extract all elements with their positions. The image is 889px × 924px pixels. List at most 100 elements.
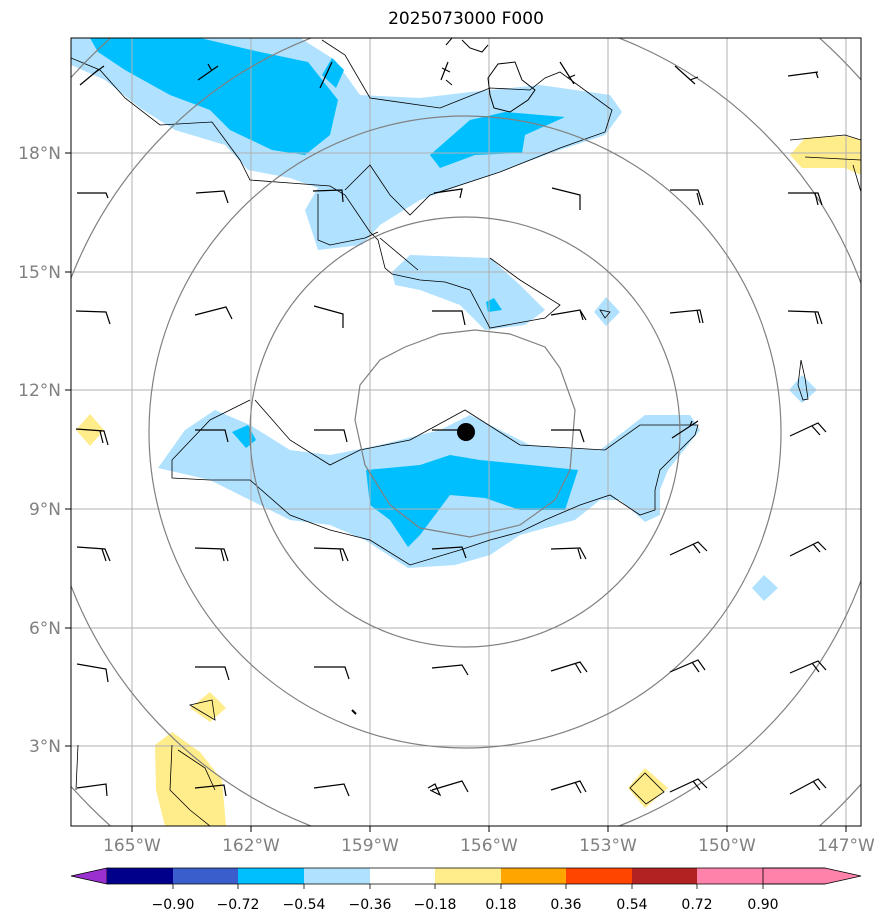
- colorbar-segment: [107, 868, 173, 884]
- colorbar-extend-low: [70, 867, 108, 885]
- y-tick-label: 18°N: [18, 144, 61, 164]
- colorbar-segment: [566, 868, 632, 884]
- y-tick-label: 15°N: [18, 263, 61, 283]
- storm-center-marker: [457, 423, 475, 441]
- colorbar-extend-high: [762, 867, 862, 885]
- colorbar-tick-labels: −0.90 −0.72 −0.54 −0.36 −0.18 0.18 0.36 …: [152, 897, 779, 913]
- colorbar-tick-label: −0.90: [152, 897, 195, 913]
- y-tick-label: 12°N: [18, 381, 61, 401]
- wind-barb: [788, 192, 823, 206]
- x-tick-label: 165°W: [103, 836, 161, 856]
- colorbar-tick-label: 0.18: [485, 897, 516, 913]
- positive-anomaly-region: [790, 136, 861, 175]
- wind-barb: [75, 428, 109, 446]
- longitude-labels: 165°W 162°W 159°W 156°W 153°W 150°W 147°…: [103, 836, 875, 856]
- colorbar-tick-label: −0.18: [414, 897, 457, 913]
- negative-anomaly-region: [789, 375, 817, 403]
- wind-barb: [787, 71, 819, 79]
- wind-barb: [550, 309, 587, 321]
- positive-anomaly-region: [155, 732, 226, 826]
- wind-barb: [194, 306, 233, 320]
- negative-anomaly-region: [90, 38, 338, 155]
- wind-barb: [197, 63, 219, 81]
- colorbar-segment: [697, 868, 763, 884]
- wind-barb: [669, 659, 706, 673]
- colorbar: −0.90 −0.72 −0.54 −0.36 −0.18 0.18 0.36 …: [70, 867, 862, 913]
- axis-ticks: [65, 152, 847, 832]
- wind-barb: [789, 660, 827, 674]
- wind-barb: [313, 547, 349, 562]
- colorbar-segment: [370, 868, 435, 884]
- wind-barb: [789, 778, 827, 795]
- colorbar-tick-label: 0.90: [747, 897, 778, 913]
- latitude-labels: 18°N 15°N 12°N 9°N 6°N 3°N: [18, 144, 61, 757]
- colorbar-tick-label: 0.72: [681, 897, 712, 913]
- x-tick-label: 162°W: [222, 836, 280, 856]
- wind-barb: [77, 192, 109, 199]
- wind-barb: [550, 547, 587, 560]
- plot-frame: [70, 37, 862, 827]
- map-title: 2025073000 F000: [388, 9, 544, 29]
- contour-lines: [71, 39, 861, 826]
- wind-barb: [440, 61, 449, 81]
- wind-barb: [787, 310, 823, 325]
- positive-anomaly-region: [190, 692, 226, 722]
- wind-barbs: [75, 61, 827, 797]
- x-tick-label: 147°W: [817, 836, 875, 856]
- wind-barb: [551, 429, 585, 443]
- wind-barb: [550, 661, 588, 674]
- wind-barb: [76, 663, 109, 683]
- range-ring: [148, 115, 782, 749]
- colorbar-tick-label: −0.36: [349, 897, 392, 913]
- negative-anomaly-region: [392, 255, 545, 330]
- wind-barb: [669, 541, 708, 556]
- x-tick-label: 159°W: [341, 836, 399, 856]
- range-ring: [354, 329, 576, 538]
- y-tick-label: 6°N: [29, 619, 61, 639]
- wind-barb: [194, 547, 229, 562]
- wind-barb: [195, 666, 230, 681]
- colorbar-ticks: [172, 884, 764, 889]
- wind-barb: [195, 429, 229, 443]
- positive-anomaly-region: [628, 768, 668, 808]
- colorbar-segment: [173, 868, 238, 884]
- negative-anomaly-region: [366, 455, 578, 547]
- wind-barb: [314, 429, 348, 443]
- negative-anomaly-region: [486, 298, 502, 312]
- negative-anomaly-region: [752, 575, 778, 601]
- wind-barb: [671, 420, 699, 439]
- graticule: [71, 38, 861, 826]
- wind-barb: [431, 546, 467, 559]
- colorbar-segment: [632, 868, 697, 884]
- colorbar-segment: [304, 868, 370, 884]
- negative-anomaly-region: [430, 112, 565, 168]
- x-tick-label: 156°W: [460, 836, 518, 856]
- wind-barb: [432, 310, 466, 326]
- y-tick-label: 3°N: [29, 737, 61, 757]
- negative-anomaly-region: [322, 58, 344, 88]
- wind-barb: [559, 61, 576, 85]
- wind-barb: [79, 65, 105, 86]
- coastlines: [351, 38, 536, 715]
- colorbar-tick-label: 0.36: [550, 897, 581, 913]
- colorbar-segment: [501, 868, 566, 884]
- x-tick-label: 150°W: [698, 836, 756, 856]
- wind-barb: [75, 310, 111, 325]
- range-ring: [249, 216, 681, 648]
- wind-barb: [431, 664, 469, 676]
- wind-barb: [789, 541, 827, 557]
- wind-barb: [433, 188, 463, 199]
- wind-barb: [194, 784, 227, 797]
- colorbar-tick-label: 0.54: [616, 897, 647, 913]
- wind-barb: [551, 187, 581, 210]
- wind-barb: [427, 780, 469, 797]
- x-tick-label: 153°W: [579, 836, 637, 856]
- wind-barb: [313, 783, 350, 797]
- colorbar-tick-label: −0.72: [217, 897, 260, 913]
- colorbar-tick-label: −0.54: [283, 897, 326, 913]
- wind-barb: [550, 780, 587, 794]
- wind-barb: [76, 783, 108, 797]
- wind-barb: [314, 666, 350, 680]
- wind-barb: [670, 189, 704, 206]
